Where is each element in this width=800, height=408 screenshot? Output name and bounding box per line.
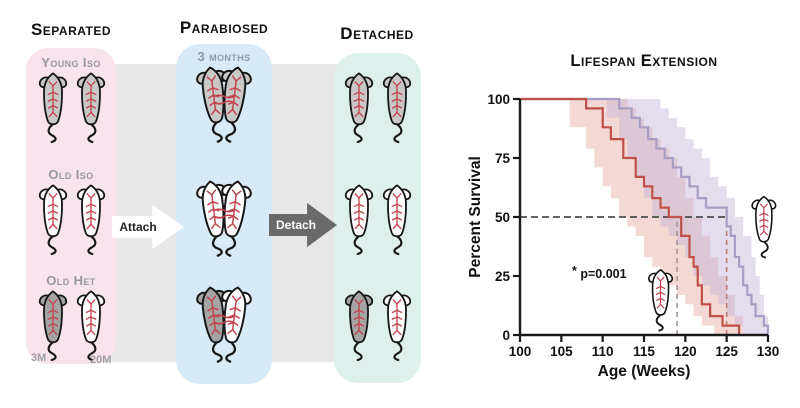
x-axis-label: Age (Weeks)	[598, 363, 691, 380]
panel-detached	[334, 53, 421, 383]
panel-separated	[26, 48, 116, 364]
confidence-band-old-het	[520, 99, 768, 335]
x-tick-label: 125	[715, 344, 738, 359]
y-tick-label: 100	[487, 92, 510, 107]
vasculature	[655, 276, 666, 309]
group-label-young-iso: Young Iso	[41, 55, 101, 70]
column-title-parabiosed: Parabiosed	[179, 18, 269, 37]
y-tick-label: 75	[495, 151, 511, 166]
x-tick-label: 100	[509, 344, 532, 359]
mouse-icon	[647, 268, 674, 332]
y-tick-label: 25	[495, 269, 511, 284]
mouse-icon	[751, 195, 777, 259]
column-title-separated: Separated	[30, 20, 112, 39]
x-tick-label: 120	[674, 344, 697, 359]
column-title-detached: Detached	[340, 24, 414, 43]
vasculature	[759, 203, 769, 236]
chart-title: Lifespan Extension	[570, 52, 717, 70]
survival-curve-old-het	[520, 97, 770, 335]
group-label-old-iso: Old Iso	[48, 167, 94, 182]
x-tick-label: 115	[633, 344, 655, 359]
detach-arrow-label: Detach	[275, 218, 316, 232]
age-label-20m: 20M	[90, 354, 112, 366]
age-label-3m: 3M	[31, 352, 47, 364]
attach-arrow-label: Attach	[119, 220, 157, 234]
y-axis-label: Percent Survival	[468, 156, 484, 277]
x-tick-label: 110	[592, 344, 614, 359]
survival-chart: 0 25 50 75 100 100 105 110 115 120 125 130 Lifespan …	[468, 52, 780, 380]
y-tick-label: 0	[502, 328, 510, 343]
group-label-old-het: Old Het	[46, 273, 96, 288]
label-duration-3-months: 3 months	[197, 49, 251, 64]
y-tick-label: 50	[495, 210, 510, 225]
p-value-annotation: * p=0.001	[572, 264, 627, 281]
x-tick-label: 105	[550, 344, 573, 359]
panel-parabiosed	[176, 44, 272, 384]
x-tick-label: 130	[757, 344, 780, 359]
survival-curve-old-iso	[520, 97, 741, 335]
